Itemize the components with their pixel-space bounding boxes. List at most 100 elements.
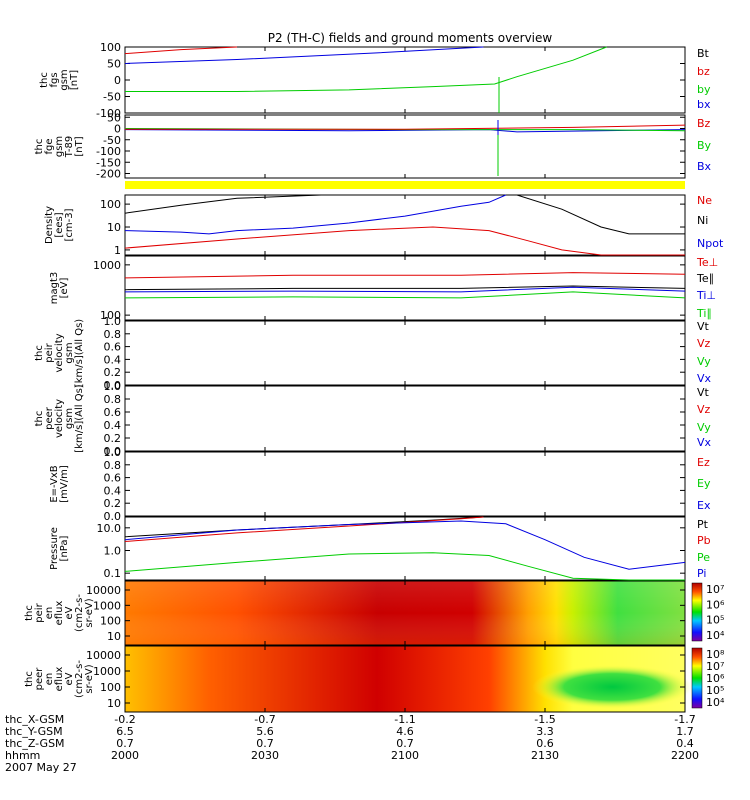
legend-Vx: Vx [697,436,712,449]
y-axis-label: [cm-3] [64,208,75,241]
y-axis-label: T-89 [64,136,75,159]
footer-value: 4.6 [396,725,414,738]
y-axis-label: eV [64,606,75,619]
y-tick-label: -100 [96,145,121,158]
y-tick-label: 0.8 [104,328,122,341]
y-tick-label: 100 [100,41,121,54]
footer-value: -0.2 [114,713,135,726]
y-axis-label: (cm2-s- [74,660,85,698]
y-tick-label: 1000 [93,599,121,612]
legend-Npot: Npot [697,237,724,250]
legend-By: By [697,139,712,152]
footer-value: -1.5 [534,713,555,726]
y-axis-label: (cm2-s- [74,594,85,632]
legend-Ex: Ex [697,499,711,512]
footer-value: 2100 [391,749,419,762]
footer-value: 2030 [251,749,279,762]
y-tick-label: 0.6 [104,406,122,419]
y-axis-label: gsm [54,136,65,157]
footer-value: 0.7 [396,737,414,750]
y-axis-label: fge [44,138,55,154]
footer-value: 2000 [111,749,139,762]
flag-bar [125,181,685,189]
y-tick-label: 50 [107,58,121,71]
legend-Ti⊥: Ti⊥ [696,289,716,302]
y-axis-label: [ees] [54,212,65,237]
y-axis-label: [km/s](All Qs) [74,384,85,452]
legend-Ne: Ne [697,194,712,207]
y-tick-label: 1.0 [104,315,122,328]
footer-value: -1.1 [394,713,415,726]
y-tick-label: -50 [103,91,121,104]
footer-label: thc_Y-GSM [5,725,63,738]
legend-Te∥: Te∥ [696,272,714,285]
y-tick-label: -50 [103,134,121,147]
y-axis-label: en [44,673,55,686]
panel-frame [124,194,686,256]
colorbar-tick: 10⁵ [706,684,724,697]
y-axis-label: Density [44,206,55,244]
panel-frame [124,385,686,452]
y-tick-label: 0.8 [104,393,122,406]
y-axis-label: thc [24,671,35,687]
panel-frame [124,516,686,581]
panel-frame [124,114,686,179]
y-axis-label: [nPa] [59,535,70,561]
y-axis-label: gsm [64,408,75,429]
y-tick-label: 10.0 [97,522,122,535]
legend-Bz: Bz [697,117,711,130]
y-tick-label: 0.6 [104,341,122,354]
y-tick-label: 0.4 [104,484,122,497]
y-axis-label: velocity [54,399,65,438]
y-tick-label: 0.0 [104,379,122,392]
y-tick-label: 1.0 [104,446,122,459]
y-tick-label: 0.4 [104,353,122,366]
y-tick-label: -200 [96,168,121,181]
legend-Ez: Ez [697,456,710,469]
legend-Vt: Vt [697,386,710,399]
y-tick-label: 0.2 [104,432,122,445]
heatmap-shade [125,581,685,645]
y-axis-label: thc [24,605,35,621]
legend-Te⊥: Te⊥ [696,256,718,269]
series-fgs-bx [124,46,484,64]
y-axis-label: [eV] [59,278,70,299]
y-tick-label: 50 [107,111,121,124]
y-tick-label: 1 [114,244,121,257]
series-temperature-Te⊥ [124,272,686,279]
y-axis-label: peer [34,667,45,691]
y-axis-label: en [44,607,55,620]
footer-value: 0.7 [116,737,134,750]
panel-density: 100 10 1 Density [ees] [cm-3] Ne Ni Npot [44,194,724,257]
y-tick-label: 0.6 [104,472,122,485]
legend-Ti∥: Ti∥ [696,307,712,320]
footer-value: 0.7 [256,737,274,750]
legend-bx: bx [697,98,711,111]
series-density-Ne [124,226,685,256]
footer: thc_X-GSM -0.2 -0.7 -1.1 -1.5 -1.7 thc_Y-GSM 6.… [5,713,699,774]
y-tick-label: 1.0 [104,380,122,393]
colorbar-tick: 10⁷ [706,583,724,596]
y-tick-label: -100 [96,107,121,120]
y-axis-label: eflux [54,601,65,626]
y-axis-label: [nT] [69,70,80,90]
y-tick-label: 0.4 [104,419,122,432]
y-tick-label: 0.8 [104,459,122,472]
legend-Ey: Ey [697,477,711,490]
panel-frame [124,46,686,114]
panel-frame [124,320,686,386]
y-tick-label: 10 [107,697,121,710]
y-tick-label: 100 [100,309,121,322]
legend-Vz: Vz [697,403,711,416]
legend-Vz: Vz [697,337,711,350]
y-tick-label: 100 [100,681,121,694]
legend-Pi: Pi [697,567,706,580]
legend-Vt: Vt [697,320,710,333]
series-pressure-Pe [124,552,685,581]
legend-Ni: Ni [697,214,708,227]
footer-value: 2200 [671,749,699,762]
legend-Pb: Pb [697,534,711,547]
